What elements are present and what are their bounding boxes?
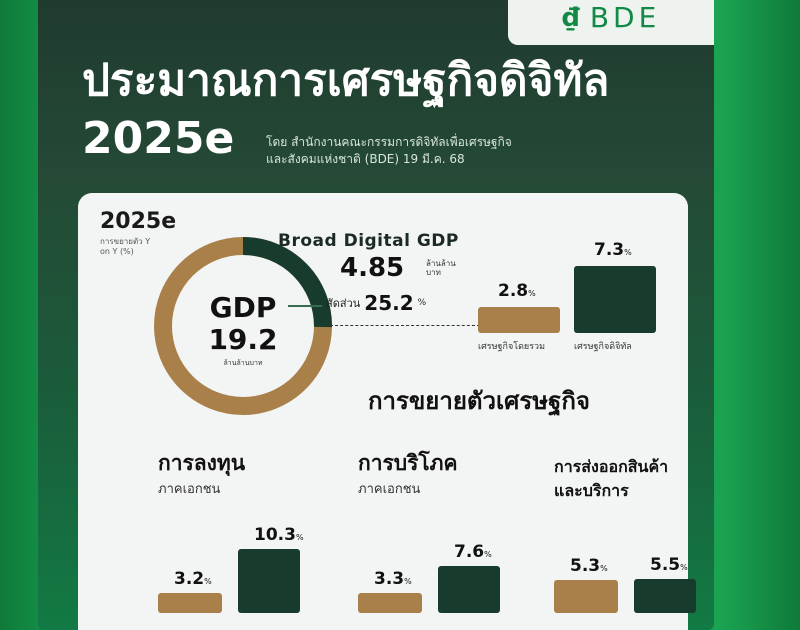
group-bar: [554, 580, 618, 613]
group-bar-value-label: 3.2%: [174, 569, 212, 590]
source-line-1: โดย สำนักงานคณะกรรมการดิจิทัลเพื่อเศรษฐก…: [266, 135, 512, 149]
source-note: โดย สำนักงานคณะกรรมการดิจิทัลเพื่อเศรษฐก…: [266, 134, 646, 168]
year-sublabel: การขยายตัว Y on Y (%): [100, 237, 151, 256]
group-subtitle: ภาคเอกชน: [358, 482, 421, 497]
group-subtitle: ภาคเอกชน: [158, 482, 221, 497]
bde-logo-text: BDE: [589, 1, 661, 34]
donut-center-label: GDP: [210, 291, 277, 324]
share-value: 25.2: [364, 291, 414, 315]
group-bar: [358, 592, 422, 613]
group-title: การบริโภค: [358, 451, 458, 475]
group-bar-value-label: 7.6%: [454, 541, 492, 562]
donut-center-value: 19.2: [208, 323, 277, 356]
group-bar: [158, 593, 222, 613]
group-bar-value-label: 5.5%: [650, 554, 688, 575]
group-bar-value-label: 10.3%: [254, 525, 304, 546]
gdp-donut-chart: GDP 19.2 ล้านล้านบาท: [154, 237, 332, 415]
group-bar: [438, 565, 500, 613]
bar-value-label: 7.3%: [594, 239, 632, 260]
group-title: การลงทุน: [158, 451, 246, 475]
infographic-poster: ₫ BDE ประมาณการเศรษฐกิจดิจิทัล 2025e โดย…: [38, 0, 714, 630]
donut-center-unit: ล้านล้านบาท: [224, 359, 263, 367]
group-bar-value-label: 3.3%: [374, 568, 412, 589]
bar-category-label: เศรษฐกิจโดยรวม: [478, 342, 546, 352]
content-card: 2025e การขยายตัว Y on Y (%) GDP 19.2 ล้า…: [78, 193, 696, 630]
broad-digital-gdp-value: 4.85: [340, 253, 405, 283]
page-title: ประมาณการเศรษฐกิจดิจิทัล: [82, 55, 610, 106]
bde-logo-icon: ₫: [561, 2, 580, 33]
donut-slice-digital: [242, 237, 332, 328]
group-bar: [238, 549, 300, 613]
bar-overall: [478, 307, 560, 333]
year-label: 2025e: [100, 209, 177, 234]
group-title: การส่งออกสินค้า: [554, 457, 669, 476]
bar-value-label: 2.8%: [498, 281, 536, 302]
broad-digital-gdp-title: Broad Digital GDP: [278, 231, 459, 251]
share-unit: %: [417, 298, 427, 308]
share-label: สัดส่วน: [326, 297, 361, 310]
share-connector-line: [288, 305, 322, 307]
group-subtitle: และบริการ: [554, 481, 629, 500]
share-row: สัดส่วน 25.2 %: [326, 291, 426, 315]
bar-category-label: เศรษฐกิจดิจิทัล: [574, 342, 632, 352]
bde-logo: ₫ BDE: [508, 0, 714, 45]
source-line-2: และสังคมแห่งชาติ (BDE) 19 มี.ค. 68: [266, 152, 465, 166]
section-title: การขยายตัวเศรษฐกิจ: [368, 387, 590, 415]
bar-digital: [574, 265, 656, 333]
share-dashed-line: [330, 325, 480, 326]
group-bar: [634, 578, 696, 613]
group-bar-value-label: 5.3%: [570, 556, 608, 577]
broad-digital-gdp-unit: ล้านล้านบาท: [426, 259, 456, 277]
title-year: 2025e: [82, 113, 235, 164]
